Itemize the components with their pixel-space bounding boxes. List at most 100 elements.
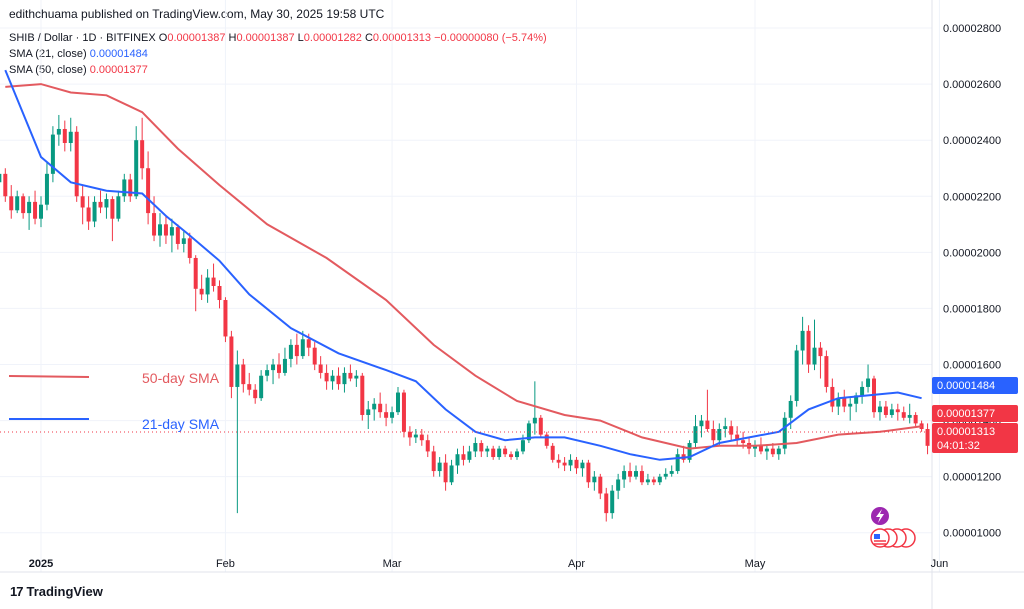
candle-body — [146, 168, 151, 214]
y-tick-label: 0.00002600 — [943, 79, 1001, 91]
us-flag-events-icon[interactable] — [870, 528, 916, 548]
candle — [282, 347, 287, 376]
candle-body — [461, 454, 466, 460]
candle — [663, 468, 668, 480]
candle — [806, 325, 811, 373]
candle — [830, 378, 835, 413]
candle — [396, 386, 400, 415]
candle-body — [247, 384, 252, 390]
candle — [848, 398, 853, 421]
tradingview-brand[interactable]: 17 TradingView — [10, 584, 103, 599]
candle-body — [562, 462, 567, 466]
candle-body — [467, 451, 472, 460]
symbol-label[interactable]: SHIB / Dollar · 1D · BITFINEX — [9, 32, 156, 44]
candle-body — [134, 140, 139, 197]
candle — [753, 440, 757, 458]
candle — [146, 151, 151, 225]
candle — [44, 162, 49, 211]
candle-body — [699, 420, 704, 427]
candle-body — [455, 454, 460, 466]
candle-body — [86, 207, 91, 222]
candle — [330, 370, 335, 390]
candle — [479, 440, 484, 458]
sma50-annotation-line — [8, 375, 90, 378]
candle — [485, 445, 490, 458]
candle-body — [568, 459, 573, 466]
candle-body — [782, 417, 787, 449]
candle-body — [193, 257, 198, 289]
sma50-value: 0.00001377 — [89, 64, 148, 76]
candle — [384, 403, 389, 427]
lightning-icon[interactable] — [871, 507, 889, 525]
legend-sma50-row[interactable]: SMA (50, close) 0.00001377 — [9, 64, 148, 76]
candle-body — [116, 196, 121, 219]
y-tick-label: 0.00002000 — [943, 247, 1001, 259]
sma21-price-tag — [932, 377, 1018, 394]
candle-body — [235, 364, 240, 387]
candle-body — [491, 448, 496, 458]
candle — [461, 445, 466, 466]
candle-body — [758, 445, 763, 452]
candle — [473, 437, 478, 458]
candle-body — [318, 364, 323, 373]
ohlc-low-label: L — [297, 32, 304, 44]
candle-body — [390, 412, 395, 418]
candle — [199, 274, 204, 301]
candle — [50, 126, 55, 183]
candle-body — [217, 286, 222, 301]
candle — [580, 459, 585, 477]
candle — [169, 218, 174, 253]
candle-body — [169, 227, 174, 236]
candle — [223, 297, 228, 343]
candle — [134, 126, 139, 200]
candle-body — [538, 417, 543, 435]
candle — [544, 431, 549, 449]
candle-body — [443, 462, 448, 483]
candle-body — [824, 356, 829, 387]
candle — [449, 459, 454, 486]
candle — [372, 398, 377, 421]
candle-body — [300, 339, 305, 357]
candle — [122, 173, 127, 202]
candle-body — [669, 471, 674, 474]
candle — [883, 400, 888, 418]
candle — [413, 429, 418, 444]
candle — [895, 403, 900, 421]
candle — [634, 465, 638, 480]
x-tick-label: Mar — [383, 558, 402, 570]
legend-sma21-row[interactable]: SMA (21, close) 0.00001484 — [9, 48, 148, 60]
candle-body — [556, 459, 561, 463]
candle-body — [122, 179, 127, 197]
candle-body — [354, 375, 359, 379]
candle-body — [419, 434, 424, 441]
candle — [98, 190, 103, 214]
candlestick-series — [0, 114, 930, 522]
candle — [163, 215, 168, 244]
sma21-annotation: 21-day SMA — [142, 416, 220, 432]
candle-body — [330, 375, 335, 382]
candle — [515, 448, 519, 460]
candle — [509, 451, 514, 460]
price-axis[interactable]: 0.000010000.000012000.000014000.00001600… — [943, 23, 1001, 540]
candle-body — [324, 372, 329, 382]
candle — [86, 196, 91, 230]
candle-body — [812, 347, 817, 365]
candle-body — [312, 347, 317, 365]
candle-body — [717, 429, 722, 441]
candle-body — [479, 443, 484, 452]
candle-body — [711, 429, 716, 441]
candle — [312, 342, 317, 371]
y-tick-label: 0.00002800 — [943, 23, 1001, 35]
candle-body — [634, 471, 638, 477]
candle — [800, 316, 805, 365]
sma50-price-tag — [932, 405, 1018, 422]
candle-body — [764, 448, 769, 452]
candle — [699, 414, 704, 438]
time-axis[interactable]: 2025 Feb Mar Apr May Jun — [29, 558, 949, 570]
candle — [419, 429, 424, 446]
y-tick-label: 0.00001800 — [943, 303, 1001, 315]
candle — [288, 339, 293, 368]
candle — [158, 213, 162, 247]
candle — [455, 448, 460, 474]
